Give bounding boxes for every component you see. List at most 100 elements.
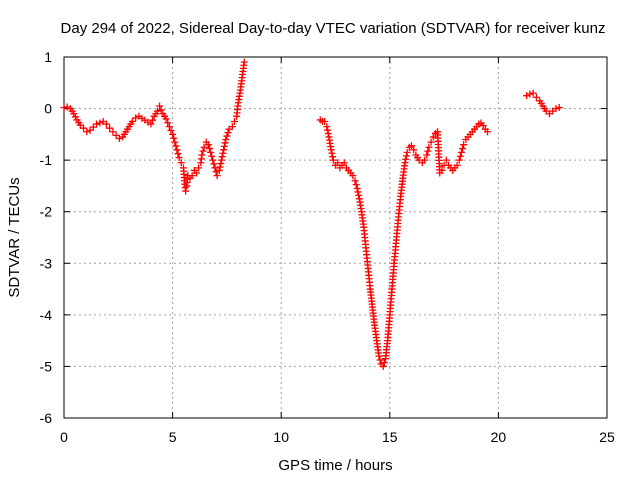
- data-point: [210, 160, 218, 168]
- data-point: [182, 187, 190, 195]
- axis-ticks: [63, 56, 608, 419]
- data-point: [195, 164, 203, 172]
- x-axis-label: GPS time / hours: [278, 457, 392, 474]
- data-point: [170, 134, 178, 142]
- data-point: [156, 102, 164, 110]
- data-point: [211, 164, 219, 172]
- data-point: [523, 92, 531, 100]
- data-point: [354, 188, 362, 196]
- data-point: [165, 123, 173, 131]
- data-point: [334, 159, 342, 167]
- data-point: [555, 104, 563, 112]
- data-point: [349, 172, 357, 180]
- data-point: [532, 93, 540, 101]
- data-point: [380, 359, 388, 367]
- data-point: [204, 141, 212, 149]
- data-point: [173, 146, 181, 154]
- data-point: [162, 115, 170, 123]
- data-point: [200, 143, 208, 151]
- data-point: [175, 154, 183, 162]
- data-point: [423, 151, 431, 159]
- data-point: [188, 172, 196, 180]
- data-point: [109, 128, 117, 136]
- x-tick-label: 5: [169, 429, 177, 445]
- data-point: [219, 149, 227, 157]
- data-point: [221, 139, 229, 147]
- data-point: [115, 134, 123, 142]
- data-point: [217, 156, 225, 164]
- data-point: [453, 161, 461, 169]
- data-point: [83, 128, 91, 136]
- data-point: [147, 120, 155, 128]
- data-point: [355, 191, 363, 199]
- data-point: [353, 185, 361, 193]
- data-point: [198, 151, 206, 159]
- data-point: [375, 352, 383, 360]
- data-point: [132, 114, 140, 122]
- data-point: [174, 150, 182, 158]
- data-point: [63, 103, 71, 111]
- y-tick-label: -2: [40, 204, 53, 220]
- data-point: [427, 138, 435, 146]
- data-point: [425, 143, 433, 151]
- data-point: [169, 130, 177, 138]
- y-tick-label: -4: [40, 307, 53, 323]
- data-point: [231, 117, 239, 125]
- data-point: [351, 177, 359, 185]
- data-point: [216, 163, 224, 171]
- y-tick-label: 0: [44, 101, 52, 117]
- data-point: [457, 148, 465, 156]
- data-point: [86, 126, 94, 134]
- data-point: [70, 110, 78, 118]
- data-point: [220, 142, 228, 150]
- data-point: [213, 172, 221, 180]
- data-point: [164, 119, 172, 127]
- data-point: [327, 146, 335, 154]
- data-point: [456, 152, 464, 160]
- data-point: [220, 146, 228, 154]
- data-point: [529, 89, 537, 97]
- data-point: [172, 142, 180, 150]
- data-point: [76, 121, 84, 129]
- data-point: [192, 169, 200, 177]
- data-points: [60, 58, 563, 370]
- data-point: [171, 138, 179, 146]
- data-point: [403, 148, 411, 156]
- data-point: [228, 123, 236, 131]
- x-tick-label: 15: [382, 429, 398, 445]
- x-tick-label: 25: [599, 429, 615, 445]
- gridlines: [64, 57, 607, 418]
- data-point: [208, 152, 216, 160]
- data-point: [410, 146, 418, 154]
- data-point: [206, 145, 214, 153]
- data-point: [96, 119, 104, 127]
- data-point: [526, 90, 534, 98]
- data-point: [80, 124, 88, 132]
- data-point: [207, 148, 215, 156]
- data-point: [224, 129, 232, 137]
- x-tick-label: 20: [491, 429, 507, 445]
- data-point: [460, 141, 468, 149]
- y-axis-tick-labels: -6 -5 -4 -3 -2 -1 0 1: [40, 49, 53, 426]
- data-point: [217, 160, 225, 168]
- data-point: [324, 126, 332, 134]
- data-point: [212, 168, 220, 176]
- data-point: [102, 120, 110, 128]
- data-point: [321, 117, 329, 125]
- data-point: [401, 159, 409, 167]
- data-point: [459, 145, 467, 153]
- data-point: [379, 362, 387, 370]
- data-point: [223, 132, 231, 140]
- data-point: [438, 166, 446, 174]
- data-point: [128, 117, 136, 125]
- data-point: [455, 156, 463, 164]
- data-point: [106, 124, 114, 132]
- data-point: [323, 123, 331, 131]
- y-axis-label: SDTVAR / TECUs: [6, 177, 23, 297]
- data-point: [89, 123, 97, 131]
- data-point: [424, 147, 432, 155]
- data-point: [352, 181, 360, 189]
- data-point: [209, 156, 217, 164]
- data-point: [340, 159, 348, 167]
